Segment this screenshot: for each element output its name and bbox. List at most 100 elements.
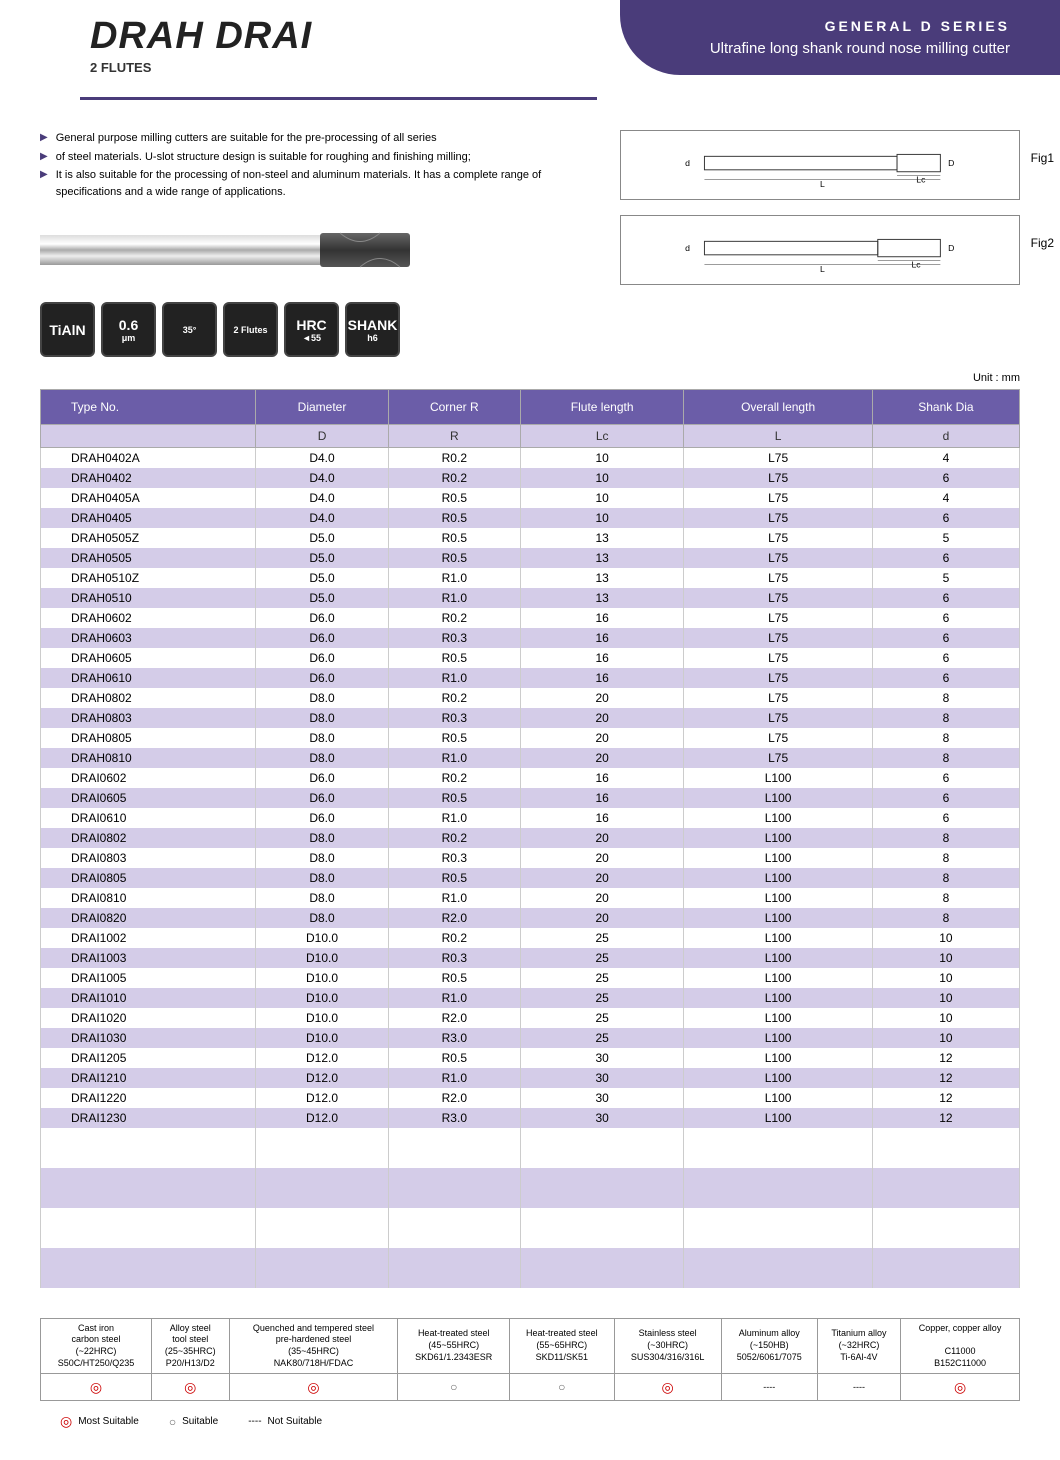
table-cell: 6 — [872, 808, 1019, 828]
column-header: Type No. — [41, 390, 256, 425]
table-cell: D4.0 — [256, 508, 388, 528]
table-cell: R2.0 — [388, 1088, 520, 1108]
description-list: ▶General purpose milling cutters are sui… — [40, 130, 600, 200]
sub-column-header: Lc — [520, 425, 683, 448]
table-cell: DRAI0602 — [41, 768, 256, 788]
table-cell: 20 — [520, 828, 683, 848]
table-row: DRAH0802D8.0R0.220L758 — [41, 688, 1020, 708]
table-cell: 10 — [872, 928, 1019, 948]
table-cell: R3.0 — [388, 1108, 520, 1128]
table-cell: 8 — [872, 748, 1019, 768]
table-cell: DRAH0510Z — [41, 568, 256, 588]
material-cell: Stainless steel(~30HRC)SUS304/316/316L — [614, 1318, 721, 1374]
table-cell: L100 — [684, 1008, 873, 1028]
table-cell: L100 — [684, 848, 873, 868]
sub-column-header: L — [684, 425, 873, 448]
table-cell: L75 — [684, 528, 873, 548]
table-cell: 5 — [872, 528, 1019, 548]
table-cell: L100 — [684, 948, 873, 968]
table-cell: DRAI1010 — [41, 988, 256, 1008]
spec-table: Type No.DiameterCorner RFlute lengthOver… — [40, 389, 1020, 1288]
table-cell: L100 — [684, 988, 873, 1008]
table-cell: D5.0 — [256, 588, 388, 608]
material-cell: Titanium alloy(~32HRC)Ti-6Al-4V — [817, 1318, 900, 1374]
table-row: DRAI1005D10.0R0.525L10010 — [41, 968, 1020, 988]
table-cell: 12 — [872, 1068, 1019, 1088]
table-cell: 25 — [520, 928, 683, 948]
sub-column-header — [41, 425, 256, 448]
table-cell: R1.0 — [388, 588, 520, 608]
table-row: DRAH0603D6.0R0.316L756 — [41, 628, 1020, 648]
material-cell: Heat-treated steel(55~65HRC)SKD11/SK51 — [510, 1318, 615, 1374]
material-cell: Quenched and tempered steelpre-hardened … — [229, 1318, 398, 1374]
table-cell: R0.3 — [388, 628, 520, 648]
table-cell: R1.0 — [388, 888, 520, 908]
table-cell: DRAI1210 — [41, 1068, 256, 1088]
table-cell: L100 — [684, 928, 873, 948]
table-cell: DRAI1205 — [41, 1048, 256, 1068]
page-title: DRAH DRAI — [90, 15, 312, 58]
material-cell: Copper, copper alloyC11000B152C11000 — [901, 1318, 1020, 1374]
table-cell: L100 — [684, 888, 873, 908]
table-cell: 8 — [872, 908, 1019, 928]
table-cell: L75 — [684, 488, 873, 508]
table-cell: 10 — [872, 1028, 1019, 1048]
table-cell: 30 — [520, 1108, 683, 1128]
table-row: DRAI1020D10.0R2.025L10010 — [41, 1008, 1020, 1028]
table-row: DRAI0605D6.0R0.516L1006 — [41, 788, 1020, 808]
table-cell: D10.0 — [256, 1028, 388, 1048]
material-rating: ◎ — [614, 1374, 721, 1401]
table-cell: 8 — [872, 888, 1019, 908]
table-cell: 4 — [872, 488, 1019, 508]
table-cell: DRAI1220 — [41, 1088, 256, 1108]
table-cell: 8 — [872, 868, 1019, 888]
table-cell: 16 — [520, 648, 683, 668]
table-cell: D8.0 — [256, 868, 388, 888]
table-cell: DRAI1002 — [41, 928, 256, 948]
table-row: DRAI0805D8.0R0.520L1008 — [41, 868, 1020, 888]
table-cell: R0.5 — [388, 728, 520, 748]
table-cell: D6.0 — [256, 808, 388, 828]
material-rating: ○ — [510, 1374, 615, 1401]
diagram-fig1: d D L Lc Fig1 — [620, 130, 1020, 200]
header: DRAH DRAI 2 FLUTES GENERAL D SERIES Ultr… — [40, 0, 1020, 100]
table-cell: L75 — [684, 728, 873, 748]
table-cell: R1.0 — [388, 668, 520, 688]
fig2-label: Fig2 — [1031, 236, 1054, 250]
table-row: DRAI0802D8.0R0.220L1008 — [41, 828, 1020, 848]
table-row: DRAI0820D8.0R2.020L1008 — [41, 908, 1020, 928]
table-cell: 10 — [520, 508, 683, 528]
table-row: DRAI1002D10.0R0.225L10010 — [41, 928, 1020, 948]
table-row: DRAH0810D8.0R1.020L758 — [41, 748, 1020, 768]
table-cell: D10.0 — [256, 928, 388, 948]
sub-column-header: R — [388, 425, 520, 448]
table-cell: 6 — [872, 468, 1019, 488]
table-cell: R2.0 — [388, 1008, 520, 1028]
table-row: DRAH0402AD4.0R0.210L754 — [41, 448, 1020, 468]
table-cell: R0.5 — [388, 528, 520, 548]
table-cell: DRAI1020 — [41, 1008, 256, 1028]
table-cell: 6 — [872, 608, 1019, 628]
table-cell: D6.0 — [256, 668, 388, 688]
table-cell: 6 — [872, 588, 1019, 608]
table-cell: L75 — [684, 508, 873, 528]
series-label: GENERAL D SERIES — [710, 18, 1010, 34]
table-cell: DRAI0810 — [41, 888, 256, 908]
table-cell: R0.2 — [388, 468, 520, 488]
table-cell: R1.0 — [388, 808, 520, 828]
description-line: ▶of steel materials. U-slot structure de… — [40, 149, 600, 166]
table-cell: D8.0 — [256, 688, 388, 708]
table-cell: R0.5 — [388, 508, 520, 528]
table-cell: 10 — [872, 1008, 1019, 1028]
table-cell: DRAH0405A — [41, 488, 256, 508]
table-cell: R1.0 — [388, 988, 520, 1008]
table-cell: 20 — [520, 868, 683, 888]
table-cell: L100 — [684, 908, 873, 928]
table-cell: 25 — [520, 1008, 683, 1028]
table-cell: R0.3 — [388, 708, 520, 728]
table-cell: D4.0 — [256, 468, 388, 488]
material-rating: ◎ — [41, 1374, 152, 1401]
table-cell: DRAH0805 — [41, 728, 256, 748]
table-cell: D12.0 — [256, 1088, 388, 1108]
column-header: Flute length — [520, 390, 683, 425]
